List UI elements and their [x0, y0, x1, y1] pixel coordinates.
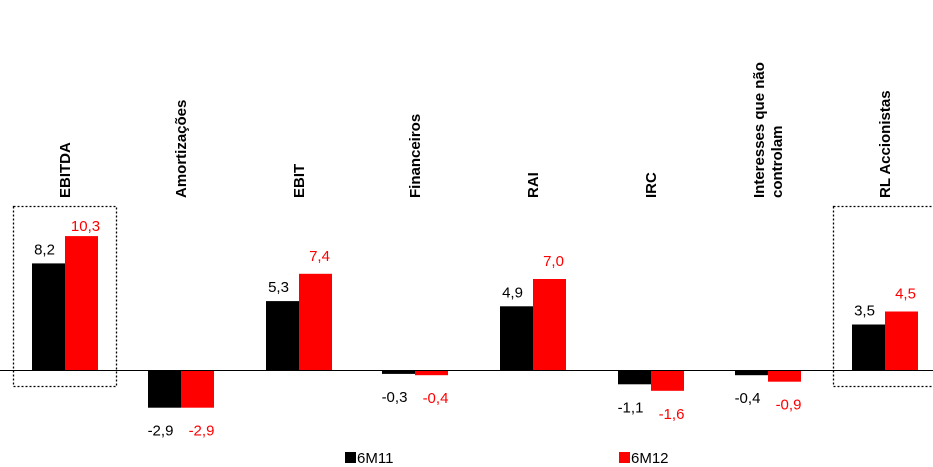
category-label-7: RL Accionistas: [877, 90, 894, 198]
category-label-6-line-0: Interesses que não: [751, 62, 768, 198]
bar-6M12-1: [181, 370, 214, 408]
bar-6M11-7: [852, 324, 885, 370]
value-label-6M12-2: 7,4: [309, 248, 330, 265]
bar-6M11-3: [382, 370, 415, 374]
bar-6M11-2: [266, 301, 299, 370]
value-label-6M11-5: -1,1: [618, 399, 644, 416]
category-label-0: EBITDA: [57, 142, 74, 198]
value-label-6M11-6: -0,4: [735, 390, 761, 407]
value-label-6M12-6: -0,9: [776, 397, 802, 414]
legend: 6M11 6M12: [345, 450, 669, 467]
value-label-6M12-7: 4,5: [895, 286, 916, 303]
category-label-2: EBIT: [291, 164, 308, 198]
value-label-6M11-4: 4,9: [502, 284, 523, 301]
bar-6M12-2: [299, 273, 332, 370]
value-label-6M11-0: 8,2: [34, 241, 55, 258]
bar-6M12-3: [415, 370, 448, 376]
highlight-boxes: [12, 205, 933, 388]
value-label-6M12-0: 10,3: [71, 218, 100, 235]
value-label-6M12-5: -1,6: [659, 406, 685, 423]
legend-label-6M11: 6M11: [357, 450, 393, 467]
category-label-4: RAI: [525, 172, 542, 198]
bar-6M11-6: [735, 370, 768, 376]
bars: [32, 236, 918, 408]
category-label-3: Financeiros: [407, 114, 424, 198]
category-labels: EBITDA Amortizações EBIT Financeiros RAI IRC I…: [57, 62, 894, 198]
value-label-6M12-4: 7,0: [543, 253, 564, 270]
bar-6M12-6: [768, 370, 801, 382]
bar-6M11-4: [500, 306, 533, 370]
bar-6M12-4: [533, 279, 566, 370]
bar-6M11-5: [618, 370, 651, 385]
category-label-5: IRC: [643, 172, 660, 198]
bar-6M12-0: [65, 236, 98, 370]
value-label-6M11-7: 3,5: [854, 303, 875, 320]
category-label-1: Amortizações: [173, 100, 190, 198]
highlight-box: [832, 205, 933, 388]
bar-6M12-5: [651, 370, 684, 391]
bar-6M11-1: [148, 370, 181, 408]
legend-swatch-6M11: [345, 452, 356, 463]
legend-label-6M12: 6M12: [631, 450, 669, 467]
value-label-6M12-3: -0,4: [423, 390, 449, 407]
highlight-box: [12, 205, 118, 388]
value-label-6M12-1: -2,9: [189, 423, 215, 440]
value-label-6M11-2: 5,3: [268, 279, 289, 296]
value-labels: 8,2 -2,9 5,3 -0,3 4,9 -1,1 -0,4 3,5 10,3 -2,9 7,4 -…: [34, 218, 916, 440]
bar-6M12-7: [885, 311, 918, 370]
legend-swatch-6M12: [619, 452, 630, 463]
value-label-6M11-1: -2,9: [148, 423, 174, 440]
value-label-6M11-3: -0,3: [382, 389, 408, 406]
bar-6M11-0: [32, 263, 65, 370]
category-label-6-line-1: controlam: [769, 125, 786, 198]
